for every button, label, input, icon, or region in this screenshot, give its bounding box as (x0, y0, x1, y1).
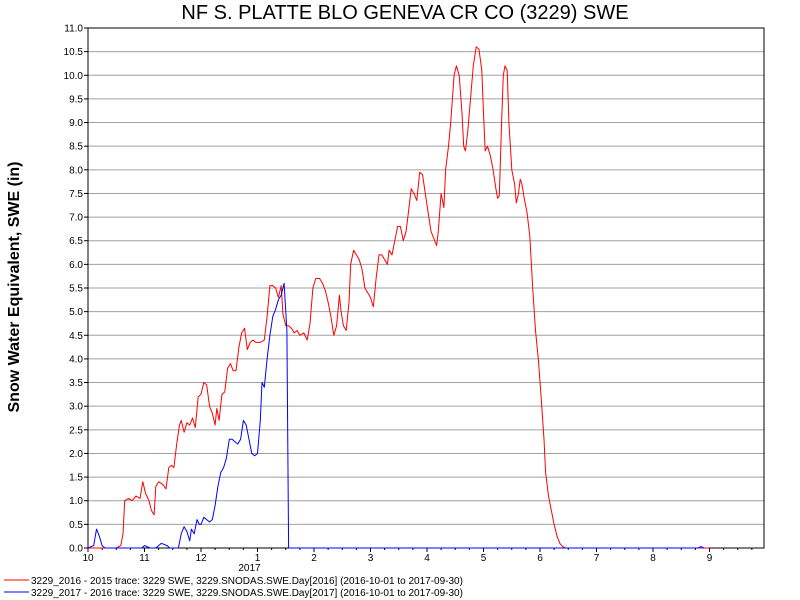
y-tick-label: 4.0 (69, 354, 83, 365)
x-tick-label: 5 (481, 553, 487, 564)
y-tick-label: 5.5 (69, 284, 83, 295)
y-tick-label: 0.0 (69, 544, 83, 555)
y-tick-label: 9.0 (69, 118, 83, 129)
x-axis-ticks: 10 11 12 1 2 3 4 5 6 7 8 9 (82, 548, 753, 564)
x-tick-label: 11 (139, 553, 150, 564)
y-tick-label: 0.5 (69, 520, 83, 531)
chart-title: NF S. PLATTE BLO GENEVA CR CO (3229) SWE (181, 2, 628, 24)
y-tick-label: 8.0 (69, 165, 83, 176)
y-tick-label: 7.0 (69, 213, 83, 224)
legend: 3229_2016 - 2015 trace: 3229 SWE, 3229.S… (4, 576, 463, 599)
y-tick-label: 6.0 (69, 260, 83, 271)
x-tick-label: 6 (537, 553, 543, 564)
x-tick-label: 4 (424, 553, 430, 564)
x-tick-label: 7 (594, 553, 600, 564)
x-tick-label: 3 (368, 553, 374, 564)
series-line-2016 (88, 46, 710, 549)
y-tick-label: 2.5 (69, 425, 83, 436)
y-tick-label: 9.5 (69, 94, 83, 105)
x-tick-label: 12 (195, 553, 207, 564)
x-tick-label: 9 (707, 553, 713, 564)
y-tick-label: 4.5 (69, 331, 83, 342)
y-tick-label: 2.0 (69, 449, 83, 460)
x-tick-label: 8 (650, 553, 656, 564)
y-axis-ticks: 0.0 0.5 1.0 1.5 2.0 2.5 3.0 3.5 4.0 4.5 5.0 5.5 6.0 6… (64, 24, 88, 555)
y-tick-label: 3.0 (69, 402, 83, 413)
y-tick-label: 10.0 (64, 71, 84, 82)
y-tick-label: 1.5 (69, 473, 83, 484)
year-label: 2017 (238, 563, 261, 574)
legend-entry-2016: 3229_2016 - 2015 trace: 3229 SWE, 3229.S… (31, 576, 463, 587)
y-axis-label: Snow Water Equivalent, SWE (in) (6, 162, 23, 413)
x-tick-label: 10 (82, 553, 94, 564)
y-tick-label: 3.5 (69, 378, 83, 389)
series-layer (87, 46, 710, 549)
legend-entry-2017: 3229_2017 - 2016 trace: 3229 SWE, 3229.S… (31, 588, 463, 599)
x-tick-label: 2 (311, 553, 317, 564)
y-tick-label: 7.5 (69, 189, 83, 200)
grid-lines (88, 27, 764, 525)
y-tick-label: 10.5 (64, 47, 84, 58)
y-tick-label: 1.0 (69, 496, 83, 507)
y-tick-label: 5.0 (69, 307, 83, 318)
y-tick-label: 6.5 (69, 236, 83, 247)
series-line-2017 (87, 282, 705, 549)
y-tick-label: 11.0 (64, 24, 83, 35)
x-tick-label: 1 (255, 553, 261, 564)
y-tick-label: 8.5 (69, 142, 83, 153)
